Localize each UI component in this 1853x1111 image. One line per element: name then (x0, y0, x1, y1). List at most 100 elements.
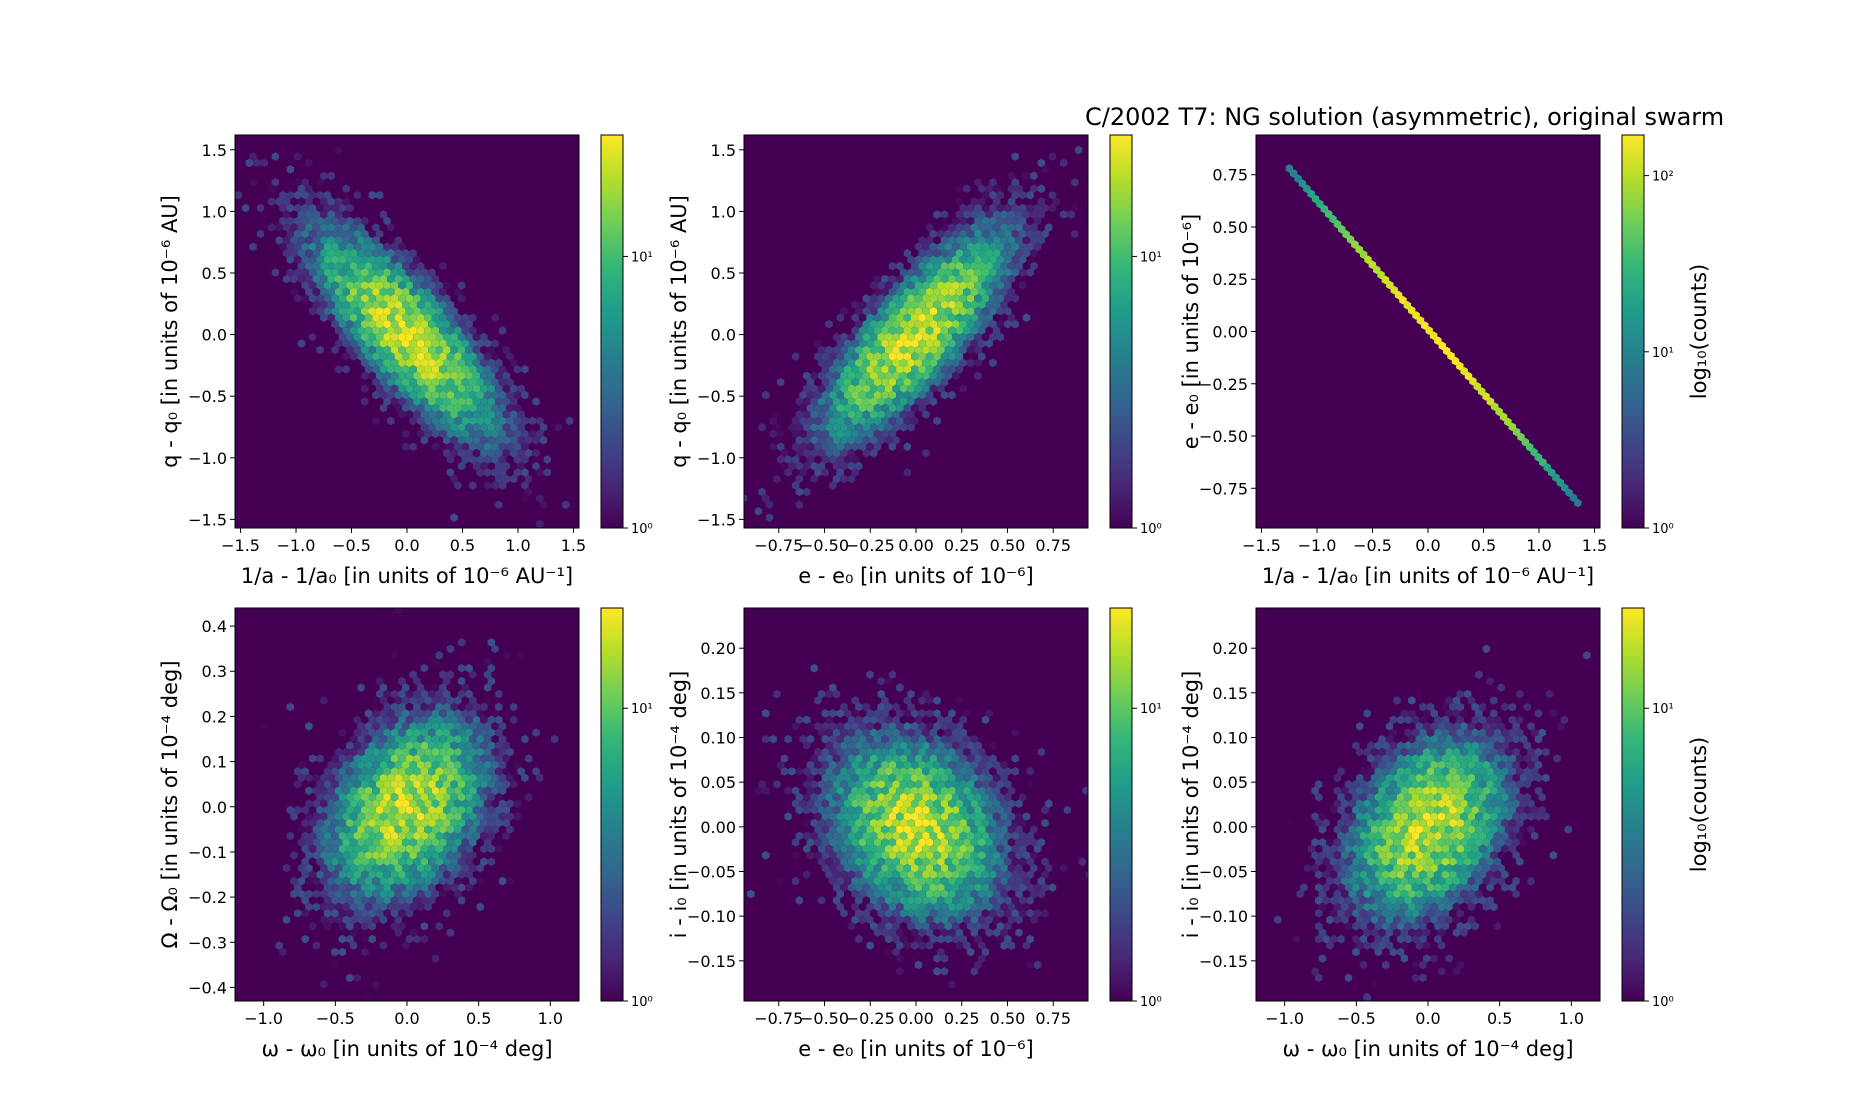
hexbin-cell (428, 767, 436, 776)
hexbin-cell (844, 838, 852, 847)
hexbin-cell (1370, 915, 1379, 925)
hexbin-cell (1539, 458, 1547, 467)
hexbin-cell (428, 896, 436, 905)
hexbin-cell (1411, 960, 1420, 970)
hexbin-cell (320, 915, 328, 925)
hexbin-cell (881, 313, 889, 322)
hexbin-cell (312, 902, 321, 912)
hexbin-cell (491, 468, 499, 477)
hexbin-cell (803, 487, 811, 497)
hexbin-cell (907, 371, 915, 381)
hexbin-cell (346, 896, 354, 905)
hexbin-cell (1374, 934, 1382, 944)
hexbin-cell (361, 792, 369, 802)
y-tick-label: 0.2 (202, 707, 227, 726)
hexbin-cell (989, 741, 997, 750)
hexbin-cell (1441, 831, 1450, 841)
hexbin-cell (394, 889, 402, 899)
hexbin-cell (476, 825, 484, 834)
hexbin-cell (1393, 812, 1401, 821)
hexbin-cell (416, 786, 425, 796)
hexbin-cell (940, 352, 949, 361)
hexbin-cell (495, 448, 503, 458)
hexbin-cell (364, 760, 373, 770)
hexbin-cell (431, 709, 440, 718)
hexbin-cell (413, 792, 421, 802)
hexbin-cell (1449, 909, 1457, 918)
x-tick-label: 1.0 (538, 1009, 563, 1028)
hexbin-cell (799, 799, 807, 808)
hexbin-cell (765, 500, 774, 510)
hexbin-cell (836, 773, 844, 783)
hexbin-cell (361, 844, 369, 854)
hexbin-cell (1508, 422, 1516, 432)
hexbin-cell (855, 436, 863, 445)
hexbin-cell (342, 339, 350, 348)
hexbin-cell (925, 863, 934, 873)
hexbin-cell (323, 319, 332, 329)
hexbin-cell (873, 339, 882, 348)
hexbin-cell (862, 319, 870, 329)
hexbin-cell (944, 255, 952, 264)
hexbin-cell (305, 812, 313, 821)
hexbin-cell (1030, 248, 1038, 258)
hexbin-cell (829, 722, 837, 731)
hexbin-cell (1426, 844, 1435, 854)
hexbin-cell (465, 436, 473, 445)
hexbin-cell (469, 760, 477, 770)
hexbin-cell (1348, 889, 1356, 899)
hexbin-cell (929, 780, 938, 789)
hexbin-cell (435, 780, 443, 789)
y-axis-label: q - q₀ [in units of 10⁻⁶ AU] (158, 195, 182, 468)
hexbin-cell (1359, 805, 1368, 815)
hexbin-cell (1382, 960, 1390, 970)
hexbin-cell (510, 448, 518, 458)
hexbin-cell (892, 423, 900, 432)
hexbin-cell (457, 754, 466, 763)
hexbin-cell (1527, 773, 1535, 783)
hexbin-cell (821, 773, 830, 783)
hexbin-cell (866, 902, 874, 912)
hexbin-cell (844, 455, 852, 464)
hexbin-cell (375, 676, 384, 686)
hexbin-cell (420, 857, 429, 866)
hexbin-cell (1374, 754, 1382, 763)
hexbin-cell (1011, 909, 1019, 918)
hexbin-cell (513, 760, 522, 770)
hexbin-cell (937, 294, 945, 303)
x-tick-label: −0.50 (800, 1009, 849, 1028)
hexbin-cell (1367, 896, 1375, 905)
hexbin-cell (877, 857, 885, 866)
hexbin-cell (372, 696, 380, 705)
hexbin-cell (940, 915, 949, 925)
hexbin-cell (948, 313, 956, 322)
hexbin-cell (335, 339, 343, 348)
hexbin-cell (424, 709, 432, 718)
hexbin-cell (498, 747, 507, 757)
hexbin-cell (940, 326, 949, 335)
hexbin-cell (379, 709, 388, 718)
hexbin-cell (353, 715, 361, 725)
hexbin-cell (1565, 488, 1573, 498)
hexbin-cell (502, 818, 510, 828)
hexbin-cell (829, 851, 837, 860)
hexbin-cell (372, 812, 380, 821)
hexbin-cell (483, 709, 492, 718)
hexbin-cell (405, 397, 414, 406)
hexbin-cell (294, 780, 302, 789)
hexbin-cell (1315, 934, 1323, 944)
x-tick-label: 0.0 (1415, 536, 1440, 555)
hexbin-cell (933, 967, 941, 976)
hexbin-cell (1534, 773, 1543, 783)
hexbin-cell (877, 883, 885, 892)
hexbin-cell (461, 377, 469, 387)
hexbin-cell (791, 799, 800, 808)
hexbin-cell (929, 883, 938, 892)
hexbin-cell (301, 178, 309, 187)
hexbin-cell (907, 384, 915, 393)
hexbin-cell (476, 352, 484, 361)
hexbin-cell (420, 805, 429, 815)
hexbin-cell (1423, 812, 1431, 821)
hexbin-cell (817, 345, 826, 355)
